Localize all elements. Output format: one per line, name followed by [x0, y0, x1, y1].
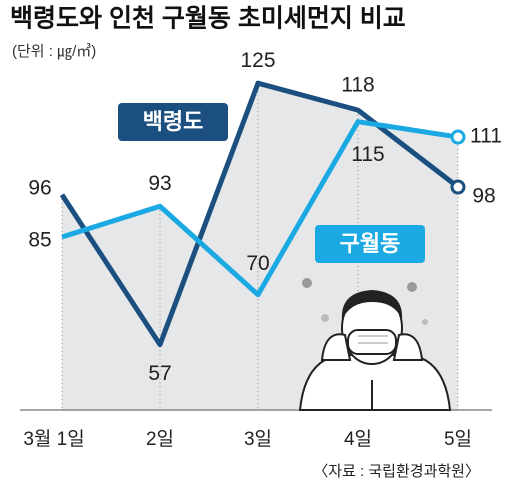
- chart-title: 백령도와 인천 구월동 초미세먼지 비교: [10, 5, 406, 33]
- data-label: 125: [240, 49, 275, 72]
- end-marker: [450, 129, 466, 145]
- data-label: 96: [28, 176, 51, 199]
- x-tick-label: 2일: [146, 428, 174, 450]
- data-label: 111: [470, 125, 502, 148]
- x-tick-label: 4일: [344, 428, 372, 450]
- legend-box: [118, 103, 228, 141]
- series-line: [59, 80, 460, 348]
- x-tick-label: 5일: [444, 428, 472, 450]
- x-tick-label: 3월 1일: [23, 428, 84, 450]
- data-label: 98: [472, 185, 495, 208]
- series-line: [61, 119, 459, 298]
- data-label: 93: [148, 172, 171, 195]
- illustration: [298, 278, 452, 411]
- legend-box: [315, 225, 425, 263]
- data-label: 115: [351, 143, 384, 166]
- data-label: 118: [341, 74, 374, 97]
- data-label: 85: [28, 229, 51, 252]
- legend-label: 구월동: [340, 231, 401, 256]
- end-marker: [450, 179, 466, 195]
- legend-label: 백령도: [143, 109, 204, 134]
- x-tick-label: 3일: [244, 428, 272, 450]
- source: 〈자료 : 국립환경과학원〉: [313, 463, 480, 480]
- chart-subtitle: (단위 : ㎍/㎥): [12, 43, 96, 60]
- data-label: 57: [148, 362, 171, 385]
- data-label: 70: [246, 252, 269, 275]
